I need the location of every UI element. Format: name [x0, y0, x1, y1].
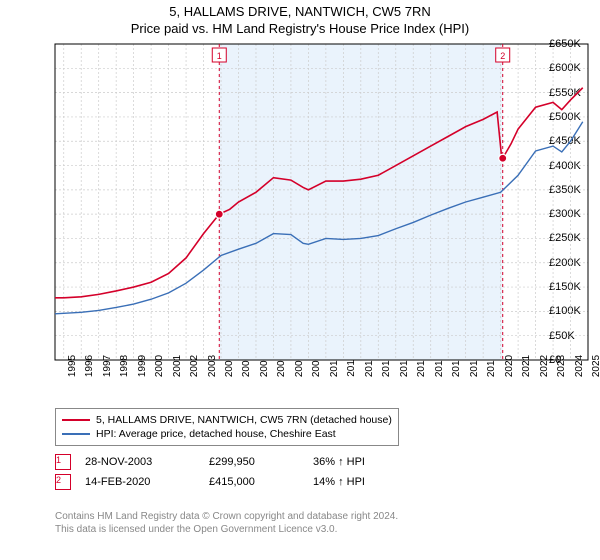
credits-line-2: This data is licensed under the Open Gov…: [55, 523, 398, 536]
sale-marker: 1: [55, 454, 71, 470]
sale-price: £299,950: [209, 456, 299, 468]
sale-row: 2 14-FEB-2020 £415,000 14% ↑ HPI: [55, 472, 423, 492]
sale-row: 1 28-NOV-2003 £299,950 36% ↑ HPI: [55, 452, 423, 472]
sale-marker: 2: [55, 474, 71, 490]
legend-item: HPI: Average price, detached house, Ches…: [62, 427, 392, 441]
credits-line-1: Contains HM Land Registry data © Crown c…: [55, 510, 398, 523]
legend-label: HPI: Average price, detached house, Ches…: [96, 428, 336, 440]
sale-date: 14-FEB-2020: [85, 476, 195, 488]
svg-text:1: 1: [217, 51, 222, 61]
legend-swatch: [62, 433, 90, 435]
sale-date: 28-NOV-2003: [85, 456, 195, 468]
svg-text:2: 2: [500, 51, 505, 61]
legend-item: 5, HALLAMS DRIVE, NANTWICH, CW5 7RN (det…: [62, 413, 392, 427]
sale-price: £415,000: [209, 476, 299, 488]
credits: Contains HM Land Registry data © Crown c…: [55, 510, 398, 536]
sales-table: 1 28-NOV-2003 £299,950 36% ↑ HPI 2 14-FEB-202…: [55, 452, 423, 492]
line-chart: 12: [0, 0, 598, 370]
legend-swatch: [62, 419, 90, 421]
sale-pct: 36% ↑ HPI: [313, 456, 423, 468]
legend: 5, HALLAMS DRIVE, NANTWICH, CW5 7RN (det…: [55, 408, 399, 446]
legend-label: 5, HALLAMS DRIVE, NANTWICH, CW5 7RN (det…: [96, 414, 392, 426]
sale-pct: 14% ↑ HPI: [313, 476, 423, 488]
